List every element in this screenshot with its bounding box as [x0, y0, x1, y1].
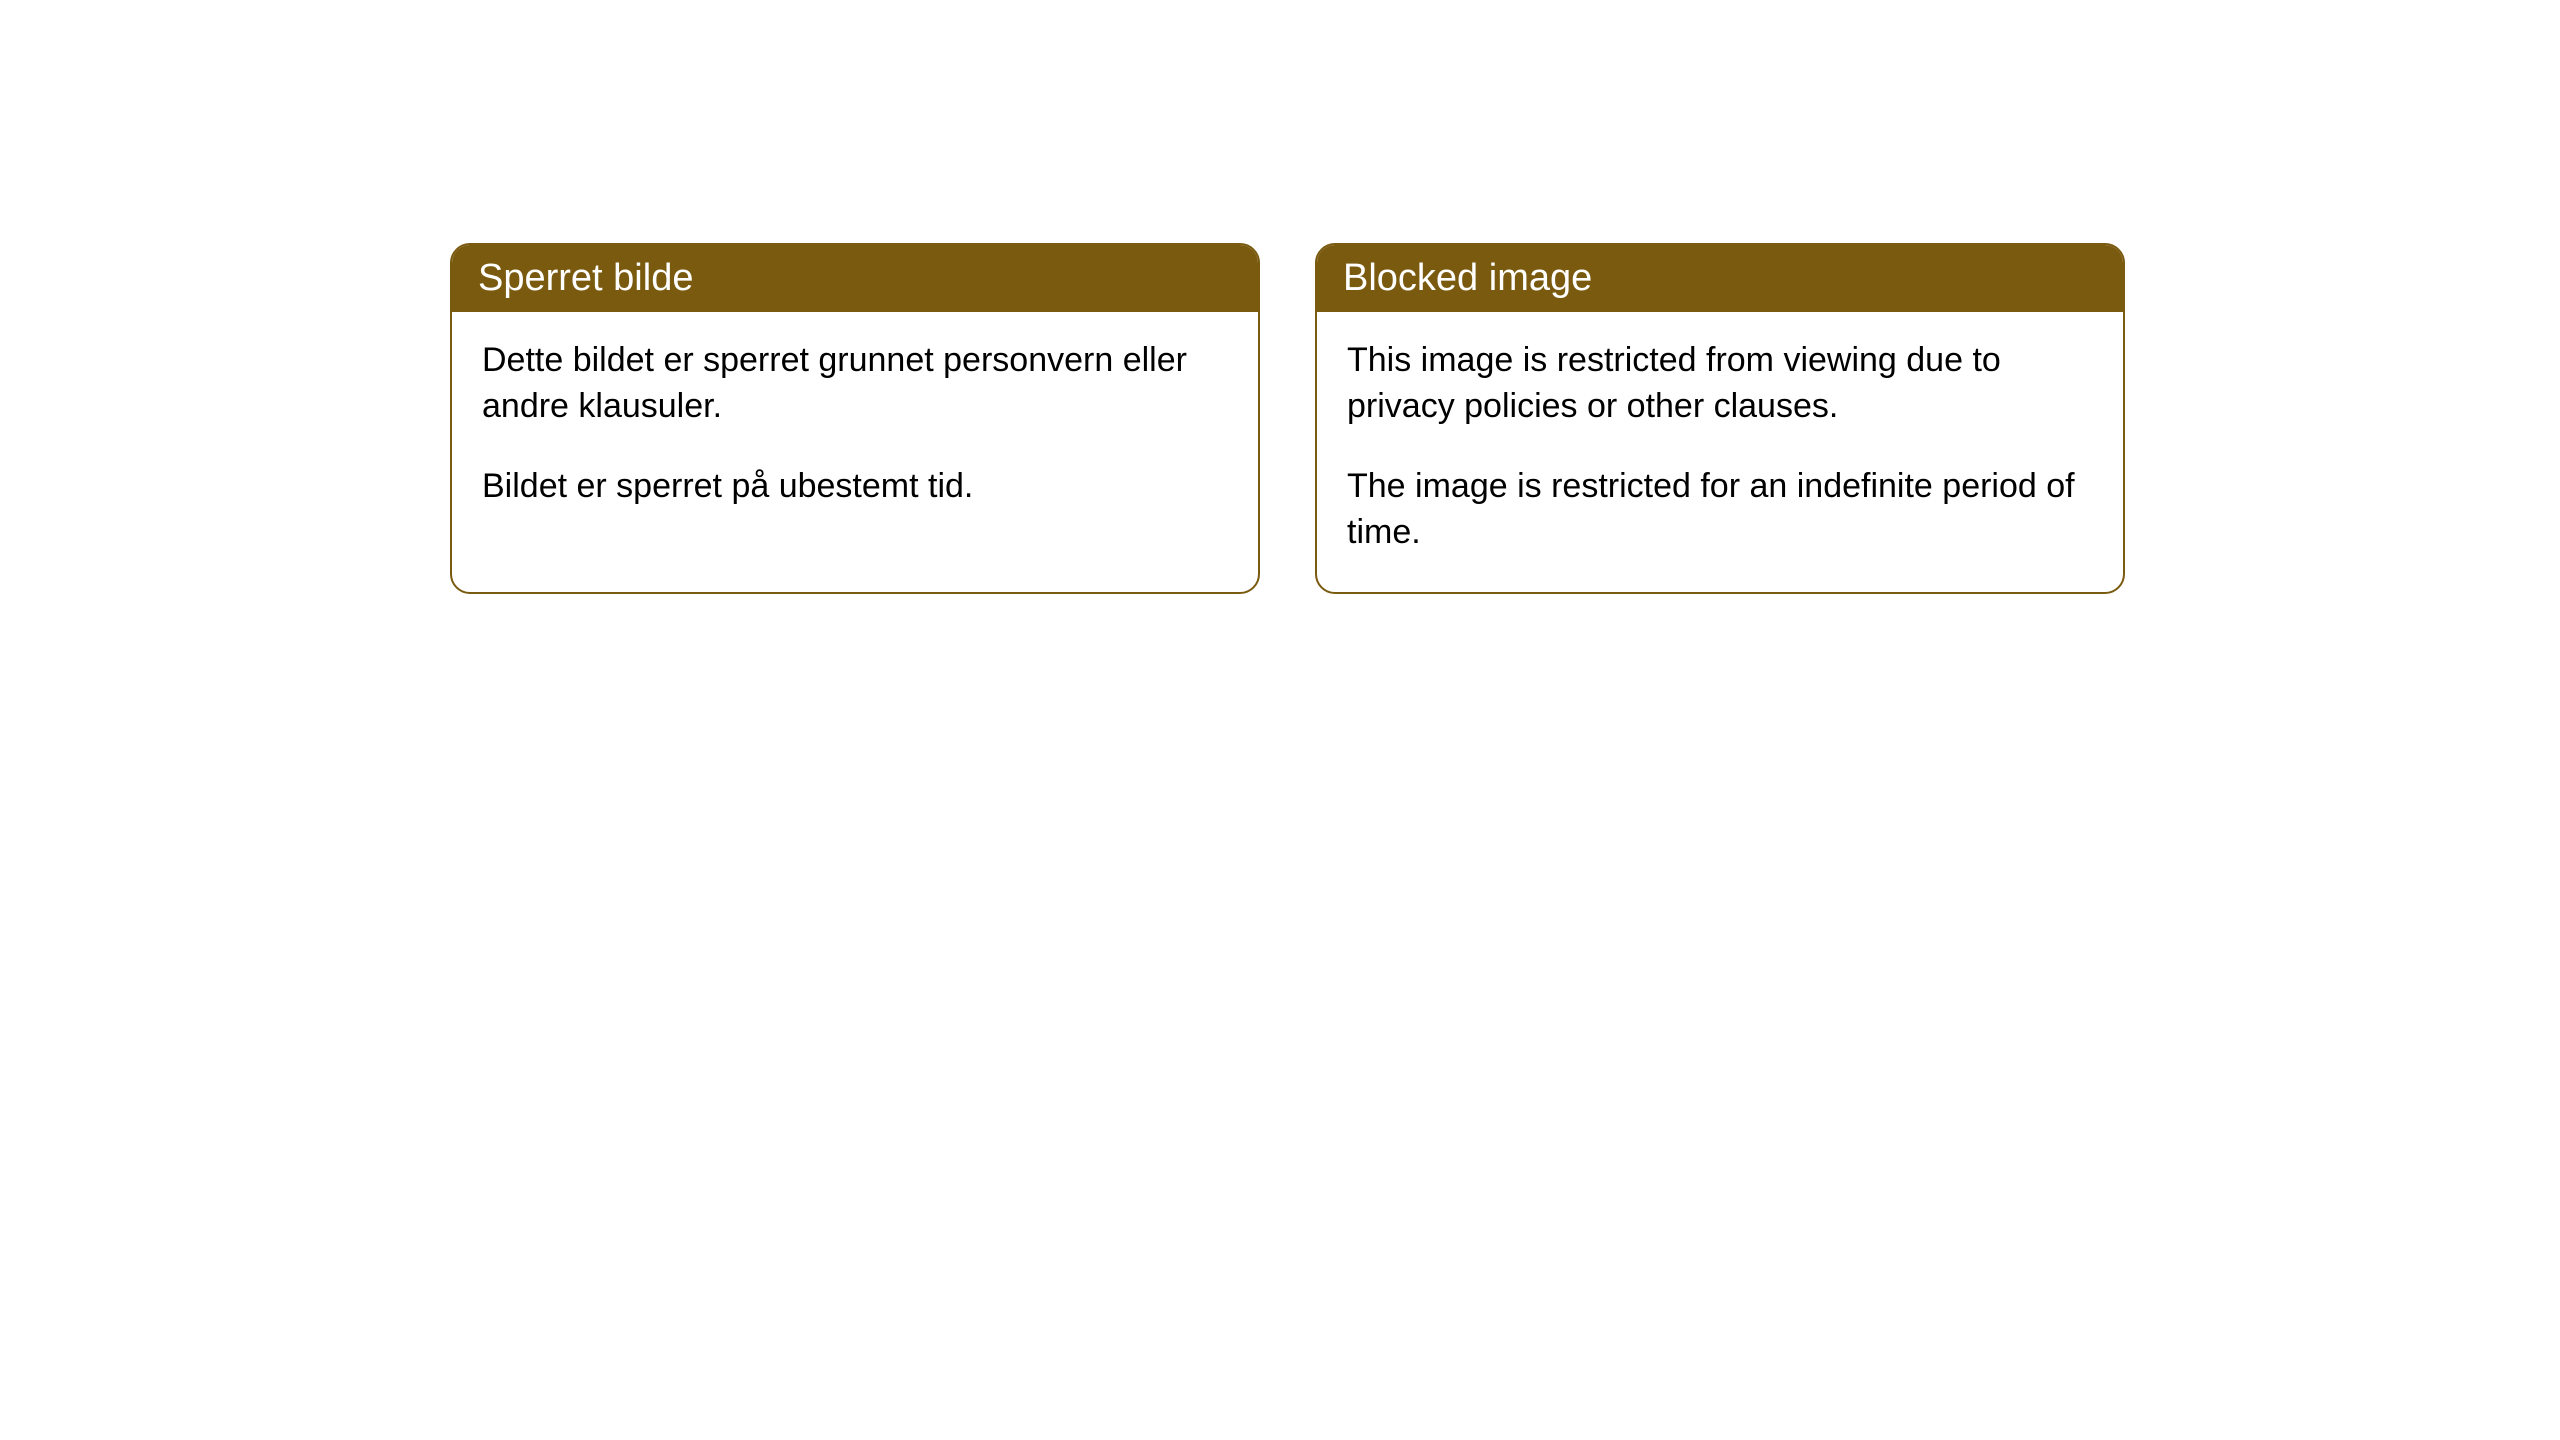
notice-paragraph-2: The image is restricted for an indefinit…	[1347, 464, 2093, 556]
card-body: This image is restricted from viewing du…	[1317, 312, 2123, 592]
card-container: Sperret bilde Dette bildet er sperret gr…	[0, 0, 2560, 594]
notice-card-english: Blocked image This image is restricted f…	[1315, 243, 2125, 594]
notice-paragraph-1: Dette bildet er sperret grunnet personve…	[482, 338, 1228, 430]
card-body: Dette bildet er sperret grunnet personve…	[452, 312, 1258, 546]
notice-paragraph-2: Bildet er sperret på ubestemt tid.	[482, 464, 1228, 510]
card-title: Blocked image	[1343, 257, 1592, 299]
notice-paragraph-1: This image is restricted from viewing du…	[1347, 338, 2093, 430]
notice-card-norwegian: Sperret bilde Dette bildet er sperret gr…	[450, 243, 1260, 594]
card-title: Sperret bilde	[478, 257, 693, 299]
card-header: Blocked image	[1317, 245, 2123, 312]
card-header: Sperret bilde	[452, 245, 1258, 312]
